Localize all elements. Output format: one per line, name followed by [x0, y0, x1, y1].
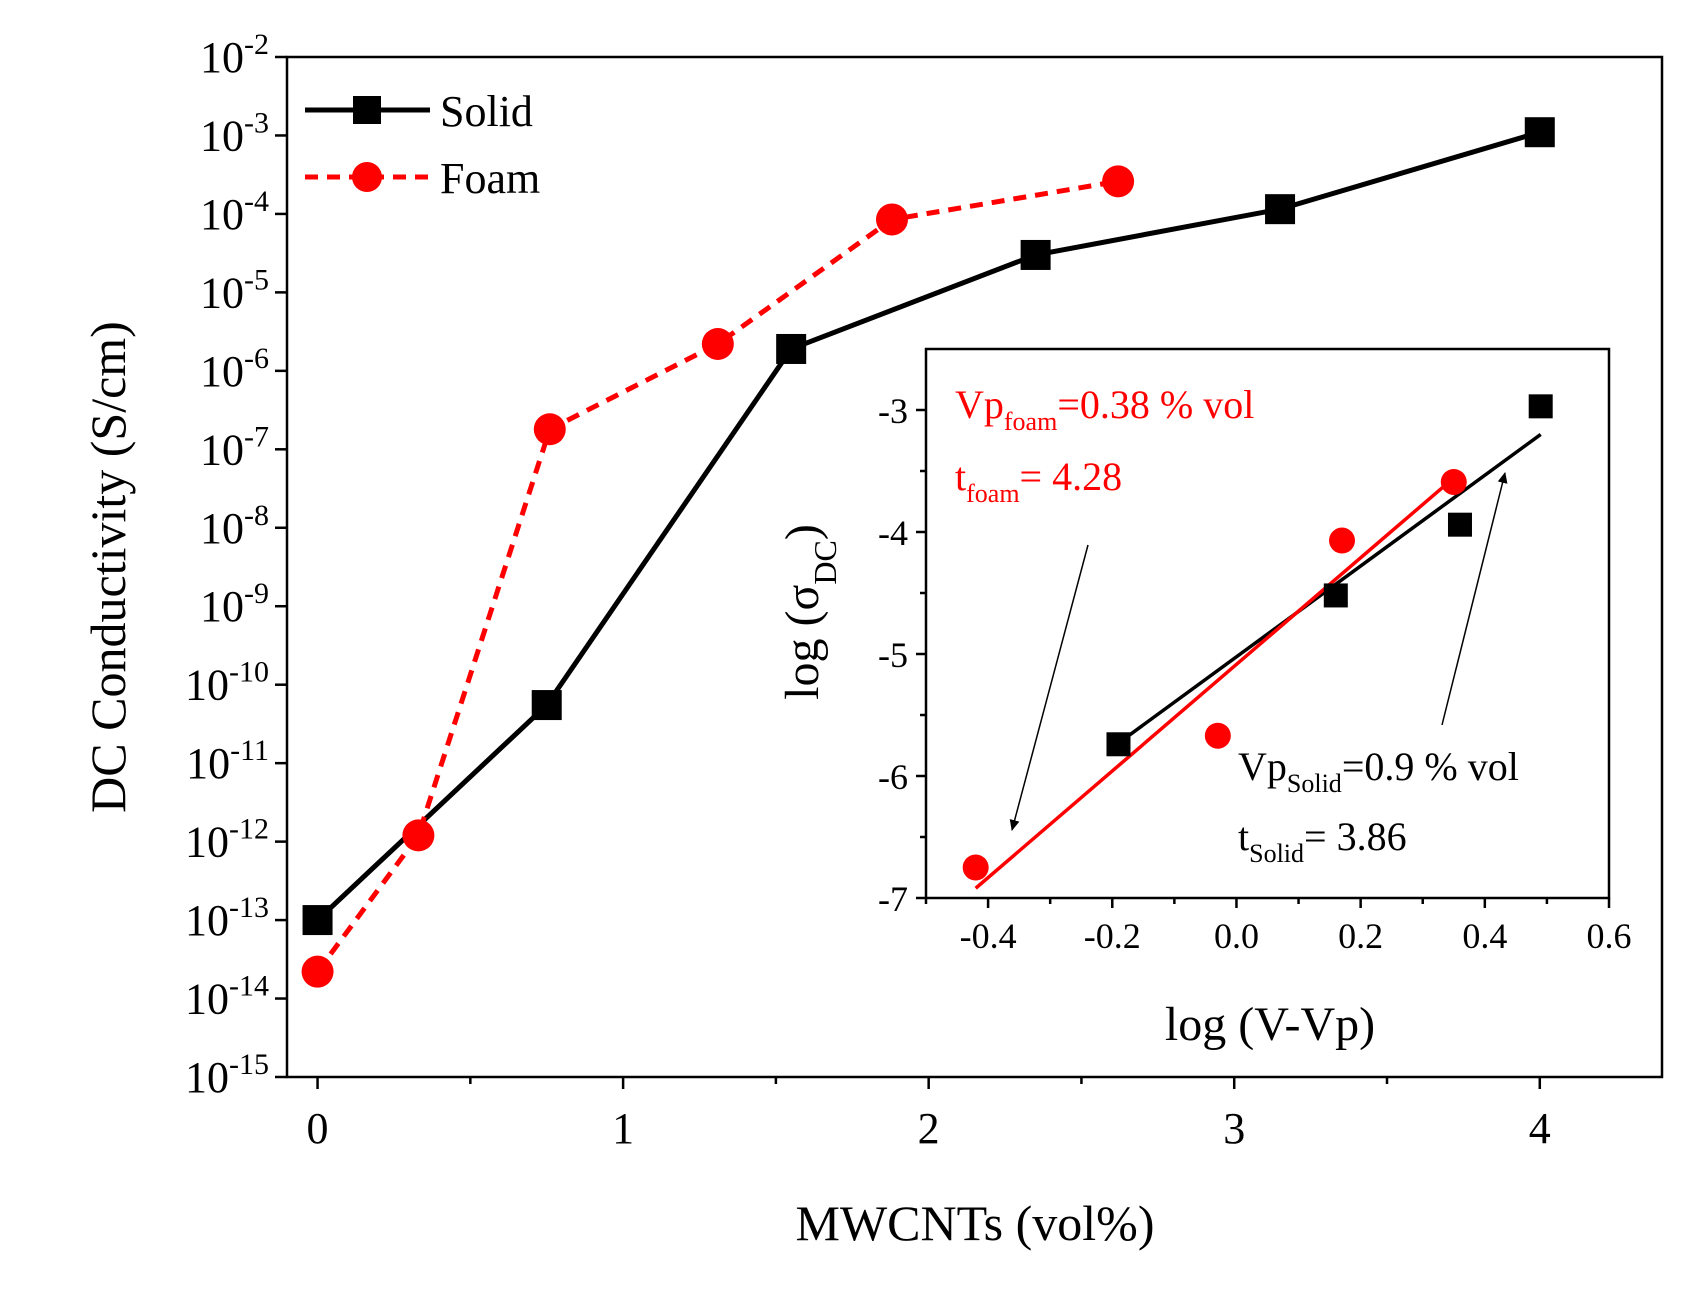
main-series-group — [301, 117, 1555, 988]
solid-vp-annotation: VpSolid=0.9 % vol — [1238, 744, 1519, 798]
series-solid-point — [776, 333, 807, 364]
inset-y-axis-title-main: log (σ — [776, 585, 829, 700]
series-foam-point — [1102, 165, 1135, 198]
series-foam-point — [876, 203, 908, 236]
inset-y-tick-label: -7 — [878, 879, 908, 919]
inset-x-axis-title: log (V-Vp) — [1165, 998, 1375, 1051]
inset-foam-fit-line — [974, 481, 1449, 890]
main-y-tick-label: 10-13 — [185, 891, 269, 945]
inset-y-axis: -7 -6 -5 -4 -3 — [878, 391, 926, 919]
series-foam-line — [315, 178, 1119, 974]
main-y-tick-label: 10-15 — [185, 1048, 269, 1102]
legend-solid-marker — [353, 96, 381, 124]
inset-background — [926, 349, 1609, 898]
inset-solid-point — [1106, 732, 1131, 757]
main-plot-frame — [285, 55, 1664, 1079]
main-x-axis: 0 1 2 3 4 — [307, 1077, 1551, 1153]
foam-t-value: = 4.28 — [1020, 454, 1123, 499]
main-y-tick-label: 10-7 — [200, 420, 269, 474]
main-y-tick-label: 10-9 — [200, 577, 269, 631]
solid-vp-main: Vp — [1238, 744, 1287, 789]
legend-foam-marker — [352, 162, 382, 192]
main-y-tick-label: 10-4 — [200, 185, 269, 239]
main-y-tick-label: 10-3 — [200, 106, 269, 160]
main-x-tick-label: 3 — [1223, 1104, 1245, 1153]
series-foam-point — [301, 955, 334, 988]
solid-vp-value: =0.9 % vol — [1342, 744, 1519, 789]
main-x-tick-label: 0 — [307, 1104, 329, 1153]
main-x-tick-label: 1 — [612, 1104, 634, 1153]
inset-plot-frame — [924, 347, 1611, 900]
foam-t-annotation: tfoam= 4.28 — [955, 454, 1122, 508]
inset-x-tick-label: 0.2 — [1338, 916, 1383, 956]
main-y-tick-label: 10-12 — [185, 813, 269, 867]
series-solid-point — [1020, 239, 1051, 270]
solid-t-sub: Solid — [1249, 839, 1304, 868]
inset-plot: -7 -6 -5 -4 -3 -0.4 -0.2 0.0 0.2 0.4 0.6 log (V-V… — [776, 347, 1632, 1051]
series-solid-line — [315, 129, 1541, 922]
inset-foam-point — [962, 854, 989, 881]
inset-x-tick-label: 0.6 — [1587, 916, 1632, 956]
foam-vp-main: Vp — [955, 382, 1004, 427]
foam-vp-annotation: Vpfoam=0.38 % vol — [955, 382, 1254, 436]
main-y-tick-label: 10-2 — [200, 28, 269, 82]
foam-vp-sub: foam — [1004, 407, 1057, 436]
inset-x-tick-label: 0.0 — [1214, 916, 1259, 956]
inset-x-tick-label: -0.2 — [1084, 916, 1141, 956]
main-y-axis: 10-15 10-14 10-13 10-12 10-11 10-10 10-9 10-8 10… — [185, 28, 287, 1102]
inset-foam-point — [1329, 527, 1356, 554]
main-y-axis-title: DC Conductivity (S/cm) — [80, 321, 136, 813]
main-y-tick-label: 10-5 — [200, 263, 269, 317]
series-foam-point — [701, 327, 734, 360]
series-solid-point — [1265, 194, 1296, 225]
legend: Solid Foam — [305, 87, 540, 203]
solid-vp-sub: Solid — [1287, 769, 1342, 798]
solid-annotation: VpSolid=0.9 % vol tSolid= 3.86 — [1238, 472, 1519, 868]
main-x-axis-title: MWCNTs (vol%) — [796, 1195, 1155, 1251]
foam-t-main: t — [955, 454, 966, 499]
legend-foam-label: Foam — [440, 154, 540, 203]
solid-t-annotation: tSolid= 3.86 — [1238, 814, 1407, 868]
inset-x-tick-label: -0.4 — [960, 916, 1017, 956]
solid-annotation-arrow — [1441, 472, 1508, 726]
main-y-tick-label: 10-14 — [185, 970, 269, 1024]
main-y-tick-label: 10-11 — [186, 734, 269, 788]
inset-solid-point — [1528, 394, 1553, 419]
foam-annotation: Vpfoam=0.38 % vol tfoam= 4.28 — [955, 382, 1254, 831]
inset-y-tick-label: -6 — [878, 757, 908, 797]
inset-y-tick-label: -4 — [878, 513, 908, 553]
inset-foam-point — [1204, 722, 1231, 749]
inset-y-axis-title-sub: DC — [807, 540, 843, 584]
foam-annotation-arrow — [1009, 544, 1089, 831]
main-y-tick-label: 10-8 — [200, 499, 269, 553]
main-x-tick-label: 4 — [1529, 1104, 1551, 1153]
inset-y-tick-label: -5 — [878, 635, 908, 675]
inset-series-group — [962, 394, 1553, 881]
inset-x-tick-label: 0.4 — [1462, 916, 1507, 956]
solid-t-value: = 3.86 — [1304, 814, 1407, 859]
inset-foam-point — [1440, 468, 1467, 495]
inset-solid-point — [1323, 583, 1348, 608]
main-y-tick-label: 10-10 — [185, 656, 269, 710]
main-x-tick-label: 2 — [918, 1104, 940, 1153]
foam-vp-value: =0.38 % vol — [1057, 382, 1254, 427]
inset-y-tick-label: -3 — [878, 391, 908, 431]
series-solid-point — [302, 905, 333, 936]
inset-y-axis-title-close: ) — [776, 524, 829, 540]
foam-t-sub: foam — [966, 479, 1019, 508]
solid-t-main: t — [1238, 814, 1249, 859]
series-foam-point — [533, 413, 566, 446]
main-y-tick-label: 10-6 — [200, 342, 269, 396]
legend-solid-label: Solid — [440, 87, 533, 136]
series-solid-point — [531, 690, 562, 721]
inset-x-axis: -0.4 -0.2 0.0 0.2 0.4 0.6 — [924, 898, 1632, 956]
series-solid-point — [1524, 117, 1555, 148]
inset-solid-point — [1447, 512, 1472, 537]
main-plot: 10-1510-1410-1310-1210-1110-1010-910-810… — [80, 28, 1664, 1251]
inset-y-axis-title: log (σDC) — [776, 524, 843, 700]
series-foam-point — [402, 819, 435, 852]
